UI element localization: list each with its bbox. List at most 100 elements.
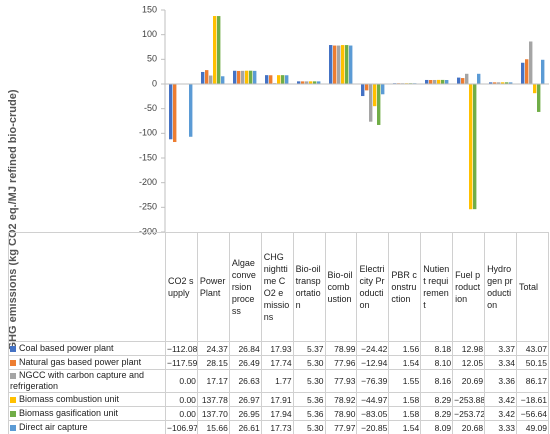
bar <box>337 45 341 84</box>
bar <box>497 82 501 84</box>
column-header: Electricity Production <box>356 232 390 342</box>
value-cell: 17.17 <box>196 369 230 393</box>
legend-label: Biomass combustion unit <box>19 394 120 404</box>
bar <box>465 73 469 84</box>
legend-swatch <box>10 359 16 366</box>
bar <box>277 75 281 84</box>
value-cell: 5.36 <box>292 392 326 407</box>
value-cell: 26.95 <box>228 406 262 421</box>
bar <box>425 79 429 84</box>
bar <box>297 81 301 84</box>
bar <box>329 45 333 84</box>
value-cell: 3.33 <box>484 420 517 434</box>
bar <box>457 77 461 84</box>
legend-label: Biomass gasification unit <box>19 408 119 418</box>
column-header: CO2 supply <box>165 232 198 342</box>
bar <box>509 82 513 84</box>
bar <box>469 84 473 210</box>
bar <box>305 81 309 84</box>
table-row: Direct air capture −106.97 15.66 26.61 17.73… <box>8 420 550 434</box>
value-cell: −83.05 <box>356 406 390 421</box>
bar <box>345 45 349 84</box>
legend-entry: Biomass combustion unit <box>8 392 166 407</box>
value-cell: 5.30 <box>292 420 326 434</box>
column-header: Nutient requirement <box>420 232 454 342</box>
value-cell: 15.66 <box>196 420 230 434</box>
value-cell: −253.88 <box>452 392 486 407</box>
legend-entry: Direct air capture <box>8 420 166 434</box>
column-header: Power Plant <box>196 232 230 342</box>
bar <box>489 82 493 84</box>
value-cell: 17.91 <box>260 392 294 407</box>
bar <box>213 16 217 84</box>
legend-entry: Coal based power plant <box>8 341 166 356</box>
bar <box>361 84 365 97</box>
bar <box>253 70 257 84</box>
value-cell: 1.54 <box>388 355 422 370</box>
value-cell: 26.84 <box>228 341 262 356</box>
value-cell: 1.58 <box>388 392 422 407</box>
table-row: Biomass combustion unit 0.00 137.78 26.97 17… <box>8 392 550 407</box>
bar <box>233 70 237 84</box>
y-tick-label: -50 <box>144 103 157 113</box>
column-header: Bio-oil transportation <box>292 232 326 342</box>
value-cell: 26.49 <box>228 355 262 370</box>
bar <box>473 84 477 210</box>
bar <box>365 84 369 91</box>
value-cell: 5.36 <box>292 406 326 421</box>
bar <box>281 75 285 84</box>
value-cell: 78.99 <box>324 341 358 356</box>
y-tick-label: 0 <box>152 78 157 88</box>
legend-label: Natural gas based power plant <box>19 357 142 367</box>
bar <box>237 70 241 84</box>
value-cell: 8.09 <box>420 420 454 434</box>
bar <box>265 75 269 84</box>
bar <box>525 59 529 84</box>
value-cell: 12.05 <box>452 355 486 370</box>
value-cell: 137.78 <box>196 392 230 407</box>
y-tick-label: 150 <box>142 4 157 14</box>
value-cell: 1.55 <box>388 369 422 393</box>
value-cell: 20.68 <box>452 420 486 434</box>
value-cell: 8.18 <box>420 341 454 356</box>
value-cell: 49.09 <box>515 420 550 434</box>
bar <box>309 81 313 84</box>
bar <box>201 71 205 84</box>
value-cell: −253.72 <box>452 406 486 421</box>
value-cell: 8.29 <box>420 392 454 407</box>
value-cell: 3.42 <box>484 392 517 407</box>
value-cell: 0.00 <box>165 392 198 407</box>
bar <box>189 84 193 137</box>
value-cell: 17.94 <box>260 406 294 421</box>
legend-swatch <box>10 396 16 403</box>
y-tick-label: -100 <box>139 128 157 138</box>
value-cell: −44.97 <box>356 392 390 407</box>
bar <box>209 75 213 84</box>
legend-label: NGCC with carbon capture and refrigerati… <box>10 370 145 392</box>
value-cell: 1.54 <box>388 420 422 434</box>
bar <box>521 62 525 84</box>
value-cell: −56.64 <box>515 406 550 421</box>
table-row: Biomass gasification unit 0.00 137.70 26.95… <box>8 406 550 421</box>
value-cell: 0.00 <box>165 406 198 421</box>
value-cell: 78.92 <box>324 392 358 407</box>
bar <box>269 75 273 84</box>
value-cell: 1.56 <box>388 341 422 356</box>
bar <box>445 80 449 84</box>
value-cell: −12.94 <box>356 355 390 370</box>
column-header: Total <box>515 232 550 342</box>
bar <box>173 84 177 143</box>
bar <box>349 45 353 84</box>
value-cell: 20.69 <box>452 369 486 393</box>
table-row: Natural gas based power plant −117.59 28.1… <box>8 355 550 370</box>
value-cell: −112.08 <box>165 341 198 356</box>
bar <box>505 82 509 84</box>
value-cell: 0.00 <box>165 369 198 393</box>
bar <box>529 41 533 84</box>
bar <box>241 70 245 84</box>
legend-entry: Natural gas based power plant <box>8 355 166 370</box>
bar <box>381 84 385 95</box>
value-cell: 43.07 <box>515 341 550 356</box>
y-tick-label: -250 <box>139 202 157 212</box>
